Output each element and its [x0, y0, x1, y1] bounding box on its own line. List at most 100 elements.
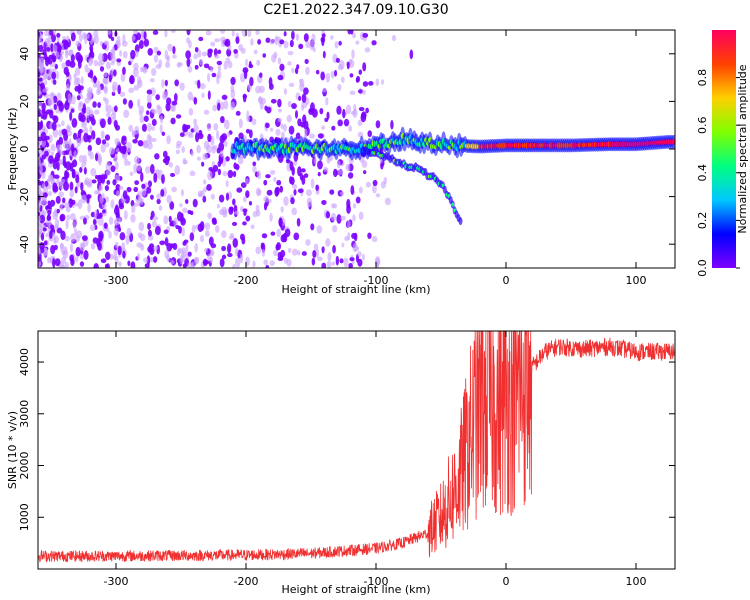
noise-speckle	[337, 84, 342, 91]
noise-speckle	[212, 104, 218, 112]
noise-speckle	[371, 40, 377, 46]
noise-speckle	[69, 111, 73, 122]
noise-speckle	[349, 90, 356, 95]
noise-speckle	[48, 30, 54, 36]
noise-speckle	[172, 54, 177, 59]
noise-speckle	[146, 101, 152, 109]
spectrogram-x-tick-label: -200	[234, 274, 259, 287]
noise-speckle	[115, 148, 120, 153]
noise-speckle	[84, 34, 88, 45]
noise-speckle	[94, 153, 99, 161]
spectrogram-y-tick-label: 0	[18, 146, 31, 153]
noise-speckle	[70, 212, 76, 221]
snr-y-tick-label: 1000	[18, 503, 31, 531]
snr-x-tick-label: -100	[364, 575, 389, 588]
snr-series-line	[38, 331, 675, 563]
spectrogram-x-tick-label: 100	[626, 274, 647, 287]
noise-speckle	[301, 93, 307, 104]
noise-speckle	[136, 242, 143, 248]
noise-speckle	[255, 246, 262, 255]
noise-speckle	[58, 136, 64, 146]
noise-speckle	[41, 102, 46, 111]
noise-speckle	[336, 105, 342, 115]
noise-speckle	[175, 225, 180, 230]
noise-speckle	[70, 54, 75, 62]
noise-speckle	[105, 169, 112, 176]
noise-speckle	[265, 174, 271, 179]
noise-speckle	[97, 241, 102, 251]
noise-speckle	[74, 202, 79, 207]
signal-band	[230, 126, 675, 162]
noise-speckle	[76, 30, 82, 35]
noise-speckle	[355, 77, 360, 83]
noise-speckle	[41, 182, 46, 190]
noise-speckle	[280, 123, 284, 130]
noise-speckle	[233, 162, 238, 170]
noise-speckle	[185, 50, 191, 60]
noise-speckle	[126, 227, 132, 236]
noise-speckle	[74, 85, 80, 92]
noise-speckle	[317, 171, 321, 177]
noise-speckle	[165, 102, 171, 112]
noise-speckle	[38, 53, 41, 59]
noise-speckle	[112, 69, 117, 77]
noise-speckle	[103, 72, 108, 78]
noise-speckle	[79, 261, 85, 267]
noise-speckle	[87, 149, 91, 157]
noise-speckle	[391, 35, 397, 42]
noise-speckle	[352, 32, 356, 39]
noise-speckle	[203, 63, 210, 69]
noise-speckle	[293, 232, 300, 241]
noise-speckle	[305, 189, 312, 197]
spectrogram-y-tick-label: 40	[18, 47, 31, 61]
noise-speckle	[159, 123, 163, 134]
noise-speckle	[130, 49, 136, 60]
noise-speckle	[63, 40, 69, 50]
noise-speckle	[153, 245, 159, 251]
spectrogram-x-tick-label: -300	[104, 274, 129, 287]
noise-speckle	[126, 186, 132, 192]
noise-speckle	[137, 190, 142, 199]
noise-speckle	[140, 171, 144, 182]
noise-speckle	[315, 248, 320, 259]
snr-y-tick-label: 2000	[18, 452, 31, 480]
noise-speckle	[180, 253, 185, 263]
noise-speckle	[190, 150, 194, 157]
noise-speckle	[102, 209, 106, 214]
noise-speckle	[235, 36, 240, 44]
noise-speckle	[206, 144, 212, 154]
noise-speckle	[143, 139, 149, 149]
noise-speckle	[208, 236, 214, 246]
noise-speckle	[238, 118, 243, 129]
noise-speckle	[66, 125, 72, 132]
noise-speckle	[70, 199, 76, 205]
noise-speckle	[289, 176, 293, 185]
noise-speckle	[131, 131, 137, 136]
noise-speckle	[226, 132, 231, 137]
noise-speckle	[40, 120, 44, 130]
noise-speckle	[69, 60, 76, 68]
noise-speckle	[175, 149, 181, 155]
noise-speckle	[286, 258, 292, 267]
noise-speckle	[78, 112, 84, 122]
noise-speckle	[74, 228, 78, 237]
noise-speckle	[54, 63, 58, 70]
noise-speckle	[103, 40, 109, 46]
noise-speckle	[329, 189, 335, 195]
noise-speckle	[75, 246, 81, 257]
noise-speckle	[231, 30, 235, 37]
noise-speckle	[139, 66, 144, 73]
noise-speckle	[218, 194, 225, 203]
noise-speckle	[219, 258, 225, 268]
noise-speckle	[64, 261, 69, 268]
noise-speckle	[73, 73, 77, 79]
noise-speckle	[118, 185, 124, 191]
noise-speckle	[38, 44, 44, 52]
noise-speckle	[278, 217, 283, 227]
noise-speckle	[288, 82, 295, 88]
noise-speckle	[371, 236, 378, 243]
noise-speckle	[143, 257, 149, 263]
spectrogram-x-axis-label: Height of straight line (km)	[281, 283, 430, 296]
noise-speckle	[175, 114, 182, 119]
noise-speckle	[103, 85, 108, 95]
